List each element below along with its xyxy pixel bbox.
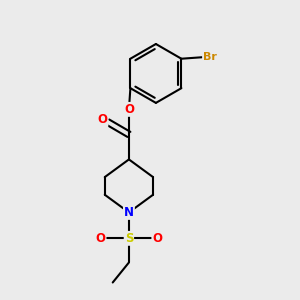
- Text: N: N: [124, 206, 134, 219]
- Text: O: O: [124, 103, 134, 116]
- Text: Br: Br: [203, 52, 217, 62]
- Text: S: S: [125, 232, 133, 245]
- Text: O: O: [98, 113, 107, 126]
- Text: O: O: [95, 232, 105, 245]
- Text: O: O: [152, 232, 163, 245]
